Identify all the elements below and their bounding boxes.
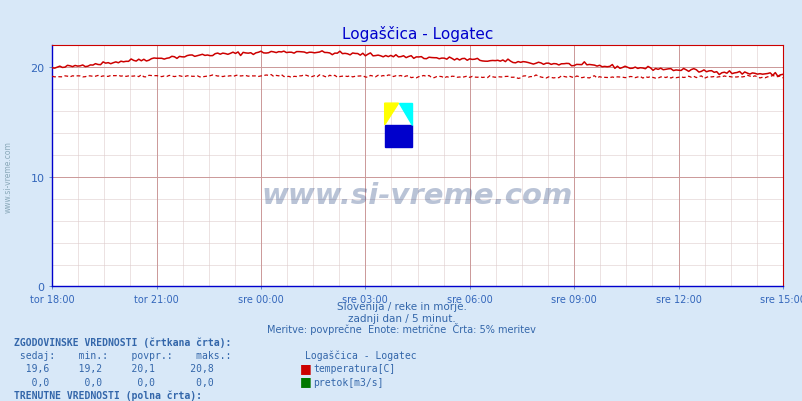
Text: temperatura[C]: temperatura[C] (313, 363, 395, 373)
Text: 0,0      0,0      0,0       0,0: 0,0 0,0 0,0 0,0 (14, 377, 214, 387)
Polygon shape (384, 104, 398, 126)
Text: 19,6     19,2     20,1      20,8: 19,6 19,2 20,1 20,8 (14, 363, 214, 373)
Text: Logaščica - Logatec: Logaščica - Logatec (305, 350, 416, 360)
Text: zadnji dan / 5 minut.: zadnji dan / 5 minut. (347, 313, 455, 323)
Text: ■: ■ (300, 361, 312, 374)
Polygon shape (398, 104, 412, 126)
Text: www.si-vreme.com: www.si-vreme.com (3, 141, 13, 212)
FancyBboxPatch shape (384, 126, 412, 147)
Text: ZGODOVINSKE VREDNOSTI (črtkana črta):: ZGODOVINSKE VREDNOSTI (črtkana črta): (14, 336, 232, 347)
Text: www.si-vreme.com: www.si-vreme.com (261, 181, 573, 209)
Text: TRENUTNE VREDNOSTI (polna črta):: TRENUTNE VREDNOSTI (polna črta): (14, 389, 202, 400)
Text: pretok[m3/s]: pretok[m3/s] (313, 377, 383, 387)
Text: Slovenija / reke in morje.: Slovenija / reke in morje. (336, 302, 466, 312)
Text: sedaj:    min.:    povpr.:    maks.:: sedaj: min.: povpr.: maks.: (14, 350, 232, 360)
Title: Logaščica - Logatec: Logaščica - Logatec (342, 26, 492, 42)
Text: Meritve: povprečne  Enote: metrične  Črta: 5% meritev: Meritve: povprečne Enote: metrične Črta:… (267, 322, 535, 334)
Text: ■: ■ (300, 375, 312, 387)
